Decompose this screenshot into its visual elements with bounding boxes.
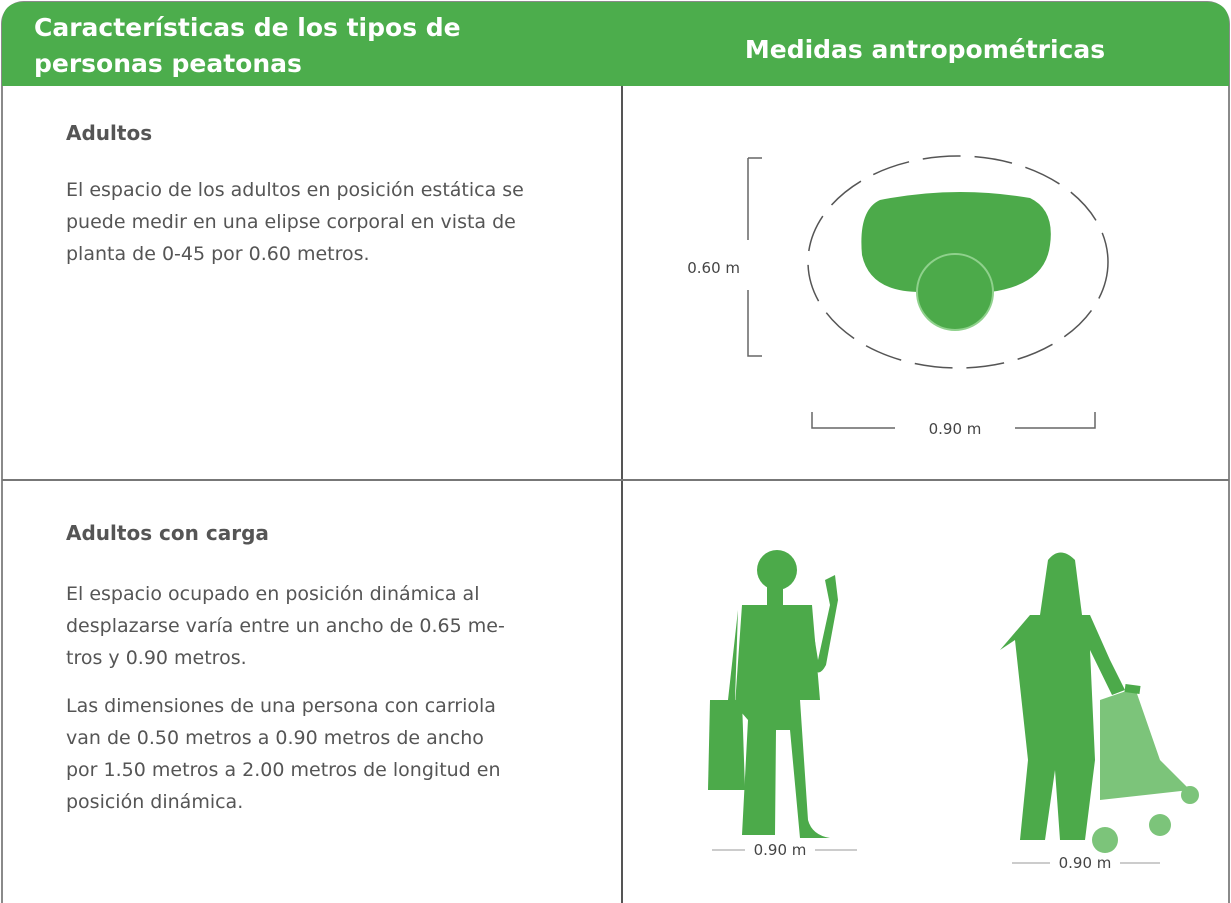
- row-title: Adultos: [66, 121, 152, 145]
- paragraph-line: desplazarse varía entre un ancho de 0.65…: [66, 615, 505, 637]
- paragraph-line: puede medir en una elipse corporal en vi…: [66, 211, 516, 233]
- paragraph-line: van de 0.50 metros a 0.90 metros de anch…: [66, 727, 484, 749]
- paragraph-line: planta de 0-45 por 0.60 metros.: [66, 243, 370, 265]
- dimension-label: 0.60 m: [687, 259, 740, 277]
- dimension-label: 0.90 m: [929, 420, 982, 438]
- header-cell: personas peatonas: [34, 49, 302, 78]
- person-figure: [1000, 552, 1125, 840]
- stroller-figure: [1092, 684, 1199, 853]
- header-cell: Características de los tipos de: [34, 13, 461, 42]
- dimension-label: 0.90 m: [754, 841, 807, 859]
- row-title: Adultos con carga: [66, 521, 269, 545]
- dimension-label: 0.90 m: [1059, 854, 1112, 872]
- paragraph-line: El espacio ocupado en posición dinámica …: [66, 583, 479, 605]
- paragraph-line: El espacio de los adultos en posición es…: [66, 179, 524, 201]
- paragraph-line: por 1.50 metros a 2.00 metros de longitu…: [66, 759, 501, 781]
- paragraph-line: posición dinámica.: [66, 791, 243, 813]
- header-band: [2, 2, 1229, 86]
- person-figure: [708, 550, 838, 838]
- paragraph-line: Las dimensiones de una persona con carri…: [66, 695, 496, 717]
- header-cell: Medidas antropométricas: [745, 35, 1105, 64]
- ellipse-figure: [747, 155, 1109, 429]
- paragraph-line: tros y 0.90 metros.: [66, 647, 247, 669]
